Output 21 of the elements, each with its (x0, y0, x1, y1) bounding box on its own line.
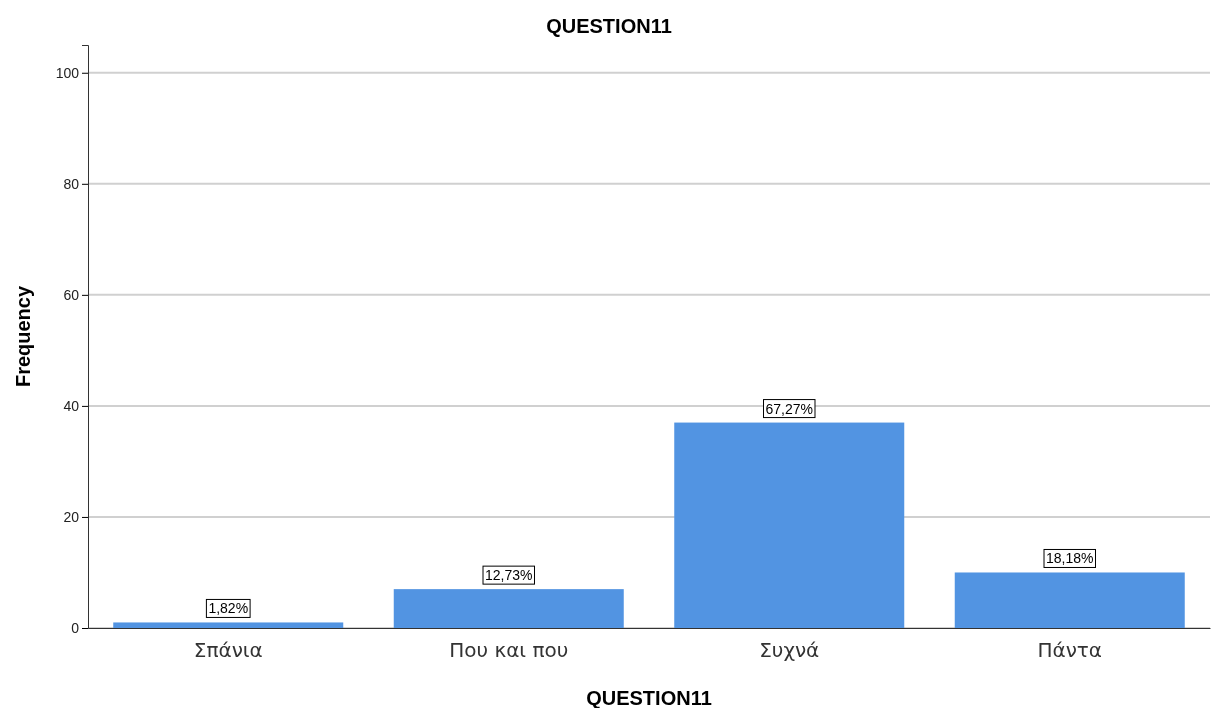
x-tick-label: Συχνά (759, 638, 820, 662)
x-tick-label: Που και που (449, 638, 569, 662)
bar (393, 589, 624, 628)
y-tick-label: 0 (71, 619, 80, 636)
x-tick-label: Πάντα (1037, 638, 1103, 662)
y-tick-label: 60 (63, 286, 80, 303)
annotation: 18,18% (1046, 550, 1094, 567)
bar (954, 572, 1185, 628)
y-tick-label: 80 (63, 175, 80, 192)
y-tick-label: 20 (63, 508, 80, 525)
y-tick-label: 40 (63, 397, 80, 414)
annotation: 12,73% (485, 567, 533, 584)
y-axis-title: Frequency (12, 285, 34, 388)
chart-title: QUESTION11 (546, 15, 672, 37)
x-tick-label: Σπάνια (193, 638, 263, 662)
x-axis-title: QUESTION11 (586, 687, 712, 708)
bar (113, 622, 344, 628)
annotation: 67,27% (765, 400, 813, 417)
annotation: 1,82% (208, 600, 249, 617)
y-tick-label: 100 (55, 64, 80, 81)
bar (674, 422, 905, 628)
